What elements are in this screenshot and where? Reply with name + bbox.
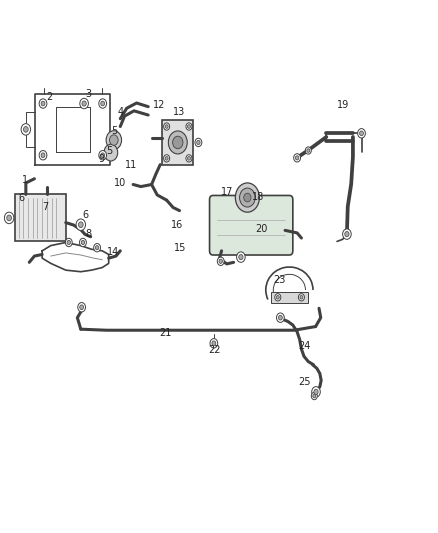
Text: 6: 6 (18, 192, 25, 203)
Circle shape (80, 98, 88, 109)
Circle shape (41, 101, 45, 106)
Circle shape (21, 124, 31, 135)
Circle shape (186, 155, 192, 162)
Circle shape (358, 128, 365, 138)
Circle shape (235, 183, 259, 212)
Circle shape (80, 305, 84, 310)
Text: 8: 8 (85, 229, 91, 239)
Circle shape (312, 386, 320, 397)
Circle shape (76, 219, 85, 230)
Text: 5: 5 (106, 146, 113, 156)
Circle shape (307, 149, 310, 152)
Text: 13: 13 (173, 107, 185, 117)
Circle shape (95, 246, 99, 250)
FancyBboxPatch shape (209, 196, 293, 255)
Circle shape (311, 392, 317, 400)
Circle shape (314, 389, 318, 394)
Circle shape (187, 157, 191, 160)
Circle shape (65, 238, 72, 247)
Circle shape (237, 252, 245, 262)
Circle shape (239, 254, 243, 260)
Circle shape (212, 341, 216, 345)
Circle shape (360, 131, 364, 136)
Circle shape (244, 193, 251, 202)
Circle shape (313, 394, 316, 398)
Text: 25: 25 (299, 377, 311, 387)
Circle shape (164, 155, 170, 162)
Circle shape (345, 231, 349, 237)
Circle shape (279, 316, 283, 320)
Text: 14: 14 (107, 247, 119, 257)
Circle shape (24, 126, 28, 132)
Circle shape (78, 303, 85, 312)
Circle shape (168, 131, 187, 154)
Circle shape (104, 144, 118, 161)
Text: 15: 15 (174, 243, 187, 253)
Text: 21: 21 (159, 328, 172, 338)
Circle shape (99, 99, 106, 108)
Circle shape (276, 295, 279, 299)
Text: 7: 7 (42, 202, 48, 212)
Text: 4: 4 (117, 108, 124, 117)
Circle shape (101, 153, 105, 158)
Circle shape (110, 135, 118, 146)
Circle shape (195, 138, 202, 147)
Circle shape (298, 294, 304, 301)
Text: 9: 9 (98, 155, 104, 164)
Text: 24: 24 (299, 341, 311, 351)
Circle shape (4, 212, 14, 224)
Text: 11: 11 (125, 160, 137, 169)
Text: 22: 22 (208, 345, 221, 355)
Circle shape (82, 101, 86, 106)
Circle shape (165, 157, 168, 160)
Text: 10: 10 (114, 179, 127, 189)
Circle shape (106, 131, 122, 149)
Circle shape (197, 140, 200, 144)
Circle shape (186, 123, 192, 130)
Text: 17: 17 (221, 187, 234, 197)
Text: 23: 23 (273, 274, 285, 285)
Text: 1: 1 (22, 175, 28, 185)
Bar (15, 195, 66, 241)
Circle shape (295, 156, 299, 160)
Circle shape (173, 136, 183, 149)
Circle shape (39, 150, 47, 160)
Circle shape (305, 147, 311, 154)
Circle shape (187, 125, 191, 128)
Circle shape (165, 125, 168, 128)
Circle shape (240, 188, 255, 207)
Text: 18: 18 (252, 192, 265, 202)
Circle shape (39, 99, 47, 108)
Circle shape (294, 154, 300, 162)
Text: 20: 20 (256, 224, 268, 234)
Circle shape (99, 150, 106, 160)
Text: 16: 16 (171, 220, 183, 230)
Bar (272, 292, 308, 303)
Circle shape (276, 313, 284, 322)
Text: 19: 19 (337, 100, 350, 110)
Text: 5: 5 (111, 126, 117, 136)
Text: 6: 6 (83, 211, 89, 220)
Circle shape (94, 244, 101, 252)
Circle shape (41, 153, 45, 158)
Circle shape (164, 123, 170, 130)
Circle shape (80, 238, 86, 247)
Circle shape (101, 101, 105, 106)
Text: 3: 3 (85, 89, 91, 99)
Circle shape (78, 222, 83, 228)
Circle shape (275, 294, 281, 301)
Circle shape (67, 240, 71, 245)
Circle shape (7, 215, 11, 221)
Text: 12: 12 (153, 100, 165, 110)
Circle shape (81, 240, 85, 245)
Circle shape (300, 295, 303, 299)
Circle shape (219, 259, 223, 263)
Circle shape (217, 257, 224, 265)
Text: 2: 2 (46, 92, 53, 102)
Bar (162, 120, 193, 165)
Circle shape (210, 338, 218, 348)
Circle shape (343, 229, 351, 239)
